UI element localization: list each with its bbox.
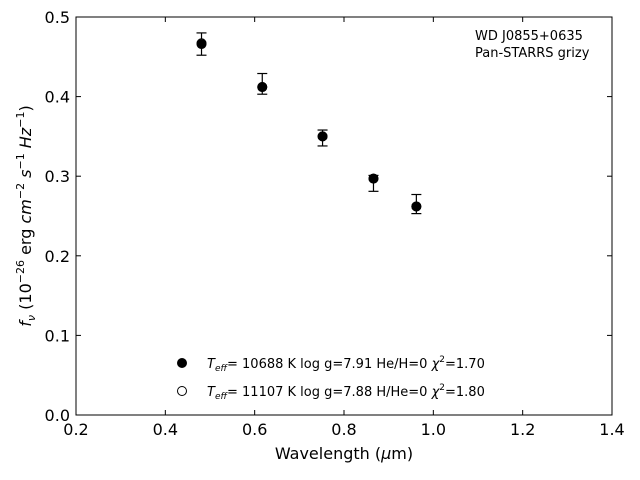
y-tick-label: 0.3 <box>45 167 70 186</box>
legend-entry-he: Teff= 10688 K log g=7.91 He/H=0 χ2=1.70 <box>207 355 485 374</box>
x-axis-label: Wavelength (μm) <box>275 444 413 463</box>
plot-marks <box>196 32 422 215</box>
y-tick-label: 0.4 <box>45 88 70 107</box>
legend: Teff= 10688 K log g=7.91 He/H=0 χ2=1.70 … <box>177 355 485 402</box>
model-point-filled <box>257 82 268 93</box>
x-tick-label: 0.4 <box>153 420 178 439</box>
y-tick-label: 0.5 <box>45 8 70 27</box>
x-tick-label: 1.0 <box>421 420 446 439</box>
x-tick-label: 1.2 <box>510 420 535 439</box>
legend-entry-h: Teff= 11107 K log g=7.88 H/He=0 χ2=1.80 <box>207 383 485 402</box>
x-tick-label: 0.8 <box>331 420 356 439</box>
x-tick-label: 0.2 <box>63 420 88 439</box>
model-point-filled <box>368 173 379 184</box>
model-point-filled <box>196 39 207 50</box>
x-axis-ticks: 0.2 0.4 0.6 0.8 1.0 1.2 1.4 <box>63 17 625 439</box>
legend-marker-open <box>177 386 187 396</box>
y-tick-label: 0.0 <box>45 406 70 425</box>
y-axis-ticks: 0.0 0.1 0.2 0.3 0.4 0.5 <box>45 8 612 425</box>
model-point-filled <box>317 131 328 142</box>
x-tick-label: 1.4 <box>599 420 624 439</box>
legend-marker-filled <box>177 358 187 368</box>
model-point-filled <box>411 201 422 212</box>
y-tick-label: 0.1 <box>45 326 70 345</box>
target-name: WD J0855+0635 <box>475 29 583 44</box>
survey-name: Pan-STARRS grizy <box>475 46 590 61</box>
y-tick-label: 0.2 <box>45 247 70 266</box>
y-axis-label: fν (10−26 erg cm−2 s−1 Hz−1) <box>14 105 38 326</box>
x-tick-label: 0.6 <box>242 420 267 439</box>
